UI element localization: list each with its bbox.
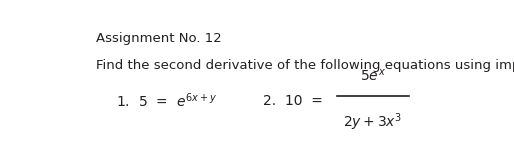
Text: $2y+3x^{3}$: $2y+3x^{3}$ bbox=[343, 111, 402, 133]
Text: $5e^{x}$: $5e^{x}$ bbox=[360, 68, 386, 84]
Text: 1.  5  =  $e^{6x+y}$: 1. 5 = $e^{6x+y}$ bbox=[116, 91, 217, 110]
Text: Find the second derivative of the following equations using implicit differentia: Find the second derivative of the follow… bbox=[96, 59, 514, 72]
Text: 2.  10  =: 2. 10 = bbox=[264, 93, 323, 108]
Text: Assignment No. 12: Assignment No. 12 bbox=[96, 32, 222, 45]
